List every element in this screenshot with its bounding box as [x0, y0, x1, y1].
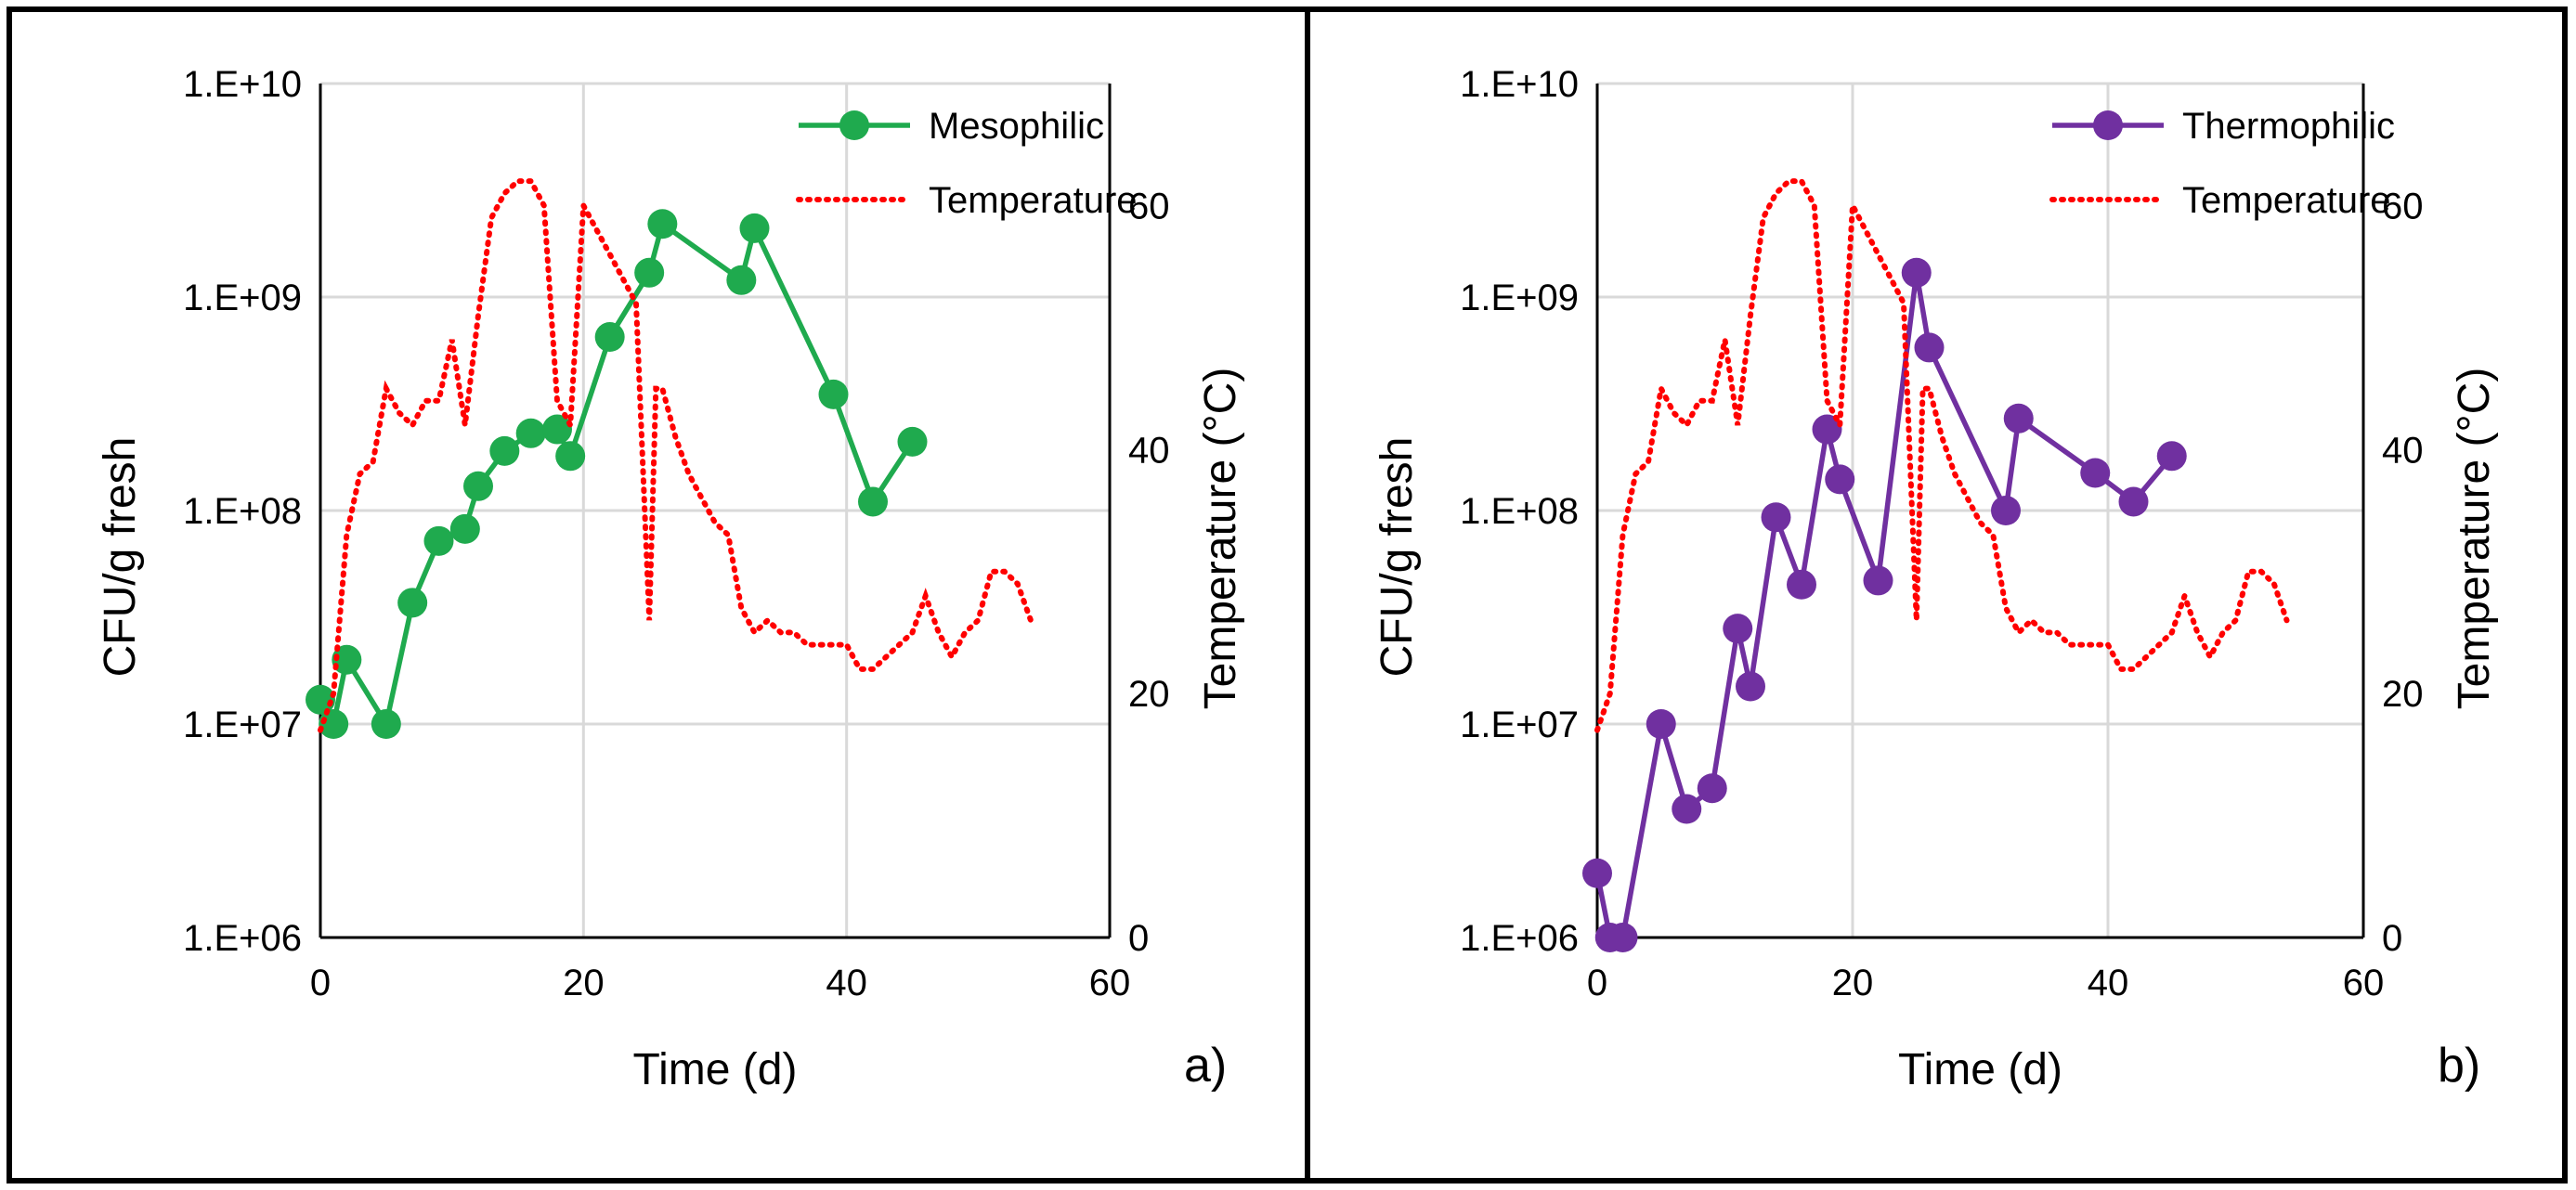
- legend-swatch-marker: [2093, 110, 2123, 140]
- y2-tick-label: 60: [2382, 186, 2424, 226]
- x-tick-label: 20: [563, 963, 605, 1003]
- panel-b-border: [1305, 6, 2568, 1184]
- y-tick-label: 1.E+06: [1460, 918, 1579, 959]
- thermophilic-data-point: [1991, 496, 2021, 525]
- mesophilic-data-point: [818, 379, 849, 409]
- legend-swatch-marker: [839, 110, 869, 140]
- thermophilic-data-point: [1914, 332, 1945, 363]
- y-tick-label: 1.E+08: [1460, 491, 1579, 532]
- mesophilic-data-point: [449, 513, 480, 544]
- thermophilic-data-point: [2080, 458, 2111, 488]
- x-tick-label: 40: [2088, 963, 2129, 1003]
- mesophilic-data-point: [423, 525, 454, 556]
- y-tick-label: 1.E+10: [183, 64, 302, 105]
- x-axis-title: Time (d): [1898, 1045, 2062, 1094]
- thermophilic-data-point: [2156, 441, 2187, 472]
- panel-label: b): [2438, 1039, 2480, 1093]
- y2-tick-label: 20: [1128, 674, 1170, 715]
- temperature-series-line: [318, 178, 1034, 733]
- thermophilic-data-point: [1787, 569, 1816, 600]
- mesophilic-data-point: [594, 322, 625, 353]
- panel-a-border: [7, 6, 1310, 1184]
- mesophilic-data-point: [371, 709, 401, 739]
- y2-tick-label: 0: [2382, 918, 2402, 959]
- mesophilic-data-point: [858, 486, 888, 517]
- panel-label: a): [1184, 1039, 1227, 1093]
- x-tick-label: 40: [826, 963, 867, 1003]
- mesophilic-data-point: [515, 418, 546, 448]
- mesophilic-data-point: [306, 684, 335, 715]
- y-tick-label: 1.E+08: [183, 491, 302, 532]
- x-tick-label: 60: [1089, 963, 1131, 1003]
- thermophilic-data-point: [1723, 614, 1753, 644]
- thermophilic-data-point: [1646, 709, 1676, 739]
- thermophilic-data-point: [1607, 923, 1638, 952]
- chart-panel-a: 1.E+061.E+071.E+081.E+091.E+100 20 40 60020…: [96, 64, 1245, 1094]
- legend-label: Thermophilic: [2182, 106, 2395, 147]
- temperature-series-line: [1594, 178, 2290, 733]
- mesophilic-data-point: [634, 257, 665, 288]
- mesophilic-data-point: [542, 414, 572, 445]
- x-tick-label: 0: [310, 963, 331, 1003]
- x-axis-title: Time (d): [633, 1045, 798, 1094]
- legend-label: Mesophilic: [929, 106, 1104, 147]
- thermophilic-data-point: [1736, 671, 1765, 702]
- mesophilic-data-point: [555, 441, 586, 472]
- thermophilic-data-point: [1901, 257, 1932, 288]
- y-tick-label: 1.E+10: [1460, 64, 1579, 105]
- thermophilic-data-point: [1863, 565, 1893, 596]
- y2-tick-label: 20: [2382, 674, 2424, 715]
- y-tick-label: 1.E+09: [183, 278, 302, 318]
- thermophilic-data-point: [1812, 414, 1842, 445]
- y-tick-label: 1.E+07: [183, 705, 302, 745]
- y-axis-title: CFU/g fresh: [1373, 437, 1422, 678]
- y-tick-label: 1.E+09: [1460, 278, 1579, 318]
- x-tick-label: 20: [1832, 963, 1874, 1003]
- mesophilic-data-point: [739, 213, 770, 243]
- mesophilic-data-point: [647, 209, 678, 239]
- y2-axis-title: Temperature (°C): [2450, 368, 2499, 710]
- mesophilic-data-point: [463, 471, 493, 501]
- thermophilic-data-point: [1761, 502, 1791, 533]
- thermophilic-data-point: [1672, 794, 1702, 824]
- x-tick-label: 60: [2343, 963, 2385, 1003]
- y-tick-label: 1.E+07: [1460, 705, 1579, 745]
- thermophilic-data-point: [2003, 403, 2034, 433]
- x-tick-label: 0: [1587, 963, 1607, 1003]
- y2-tick-label: 40: [1128, 430, 1170, 471]
- mesophilic-data-point: [726, 265, 757, 295]
- thermophilic-data-point: [2118, 486, 2149, 517]
- thermophilic-data-point: [1697, 773, 1727, 804]
- y2-tick-label: 60: [1128, 186, 1170, 226]
- mesophilic-data-point: [397, 588, 428, 618]
- thermophilic-data-point: [1825, 464, 1855, 495]
- legend-label: Temperature: [929, 180, 1138, 221]
- mesophilic-data-point: [489, 435, 520, 466]
- y2-tick-label: 40: [2382, 430, 2424, 471]
- y2-tick-label: 0: [1128, 918, 1149, 959]
- legend-label: Temperature: [2182, 180, 2391, 221]
- mesophilic-data-point: [332, 644, 362, 675]
- chart-panel-b: 1.E+061.E+071.E+081.E+091.E+100 20 40 60020…: [1373, 64, 2499, 1094]
- mesophilic-data-point: [897, 426, 928, 457]
- mesophilic-data-point: [319, 709, 349, 739]
- y-tick-label: 1.E+06: [183, 918, 302, 959]
- y-axis-title: CFU/g fresh: [96, 437, 145, 678]
- thermophilic-data-point: [1582, 858, 1612, 888]
- y2-axis-title: Temperature (°C): [1196, 368, 1245, 710]
